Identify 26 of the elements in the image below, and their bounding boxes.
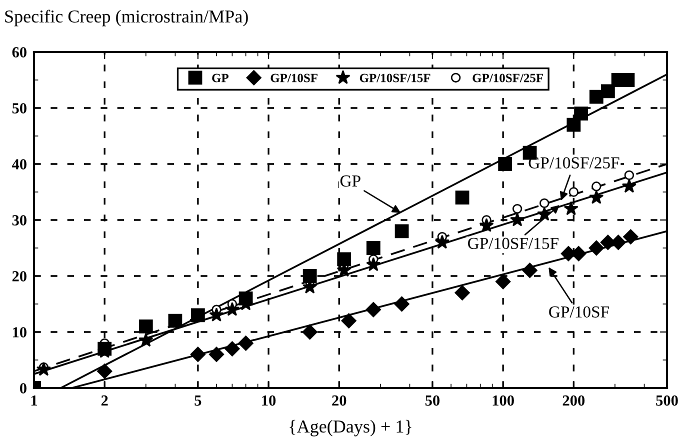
y-tick-label: 40 [12,159,26,170]
annotation: GP/10SF [549,306,609,318]
x-tick-label: 500 [656,395,678,406]
legend-label: GP/10SF/15F [360,74,430,82]
x-tick-label: 20 [332,395,346,406]
y-tick-label: 30 [12,215,26,226]
legend-label: GP/10SF/25F [472,74,543,82]
x-tick-label: 100 [492,395,514,406]
x-tick-label: 50 [425,395,440,406]
annotation: GP [340,175,360,187]
y-tick-label: 10 [13,327,26,338]
y-tick-label: 0 [20,383,26,394]
annotation: GP/10SF/15F [468,238,558,250]
x-tick-label: 5 [194,396,202,406]
y-tick-label: 50 [12,103,26,114]
y-tick-label: 20 [12,271,26,282]
x-axis-title: {Age(Days) + 1} [290,420,412,436]
y-tick-label: 60 [12,47,26,58]
legend-label: GP [212,74,229,82]
x-tick-label: 1 [31,395,38,406]
y-axis-title: Specific Creep (microstrain/MPa) [5,10,248,26]
x-tick-label: 10 [262,395,276,406]
legend-label: GP/10SF [270,74,318,82]
x-tick-label: 200 [562,395,585,406]
x-tick-label: 2 [101,395,108,406]
annotation: GP/10SF/25F [528,157,620,168]
